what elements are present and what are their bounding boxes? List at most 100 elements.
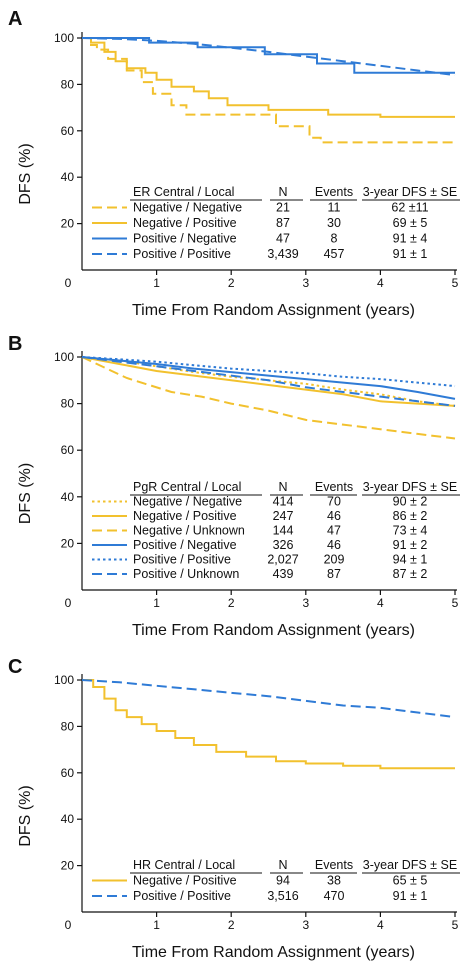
legend-row-n: 21 xyxy=(276,201,290,215)
series-line-6 xyxy=(81,356,456,407)
series-line-4 xyxy=(81,356,456,400)
legend-row-dfs: 65 ± 5 xyxy=(393,874,428,888)
panel-a: A 0 1 2 3 4 5 20 40 60 80 100 Time From Random Assig… xyxy=(8,8,460,319)
y-axis-title: DFS (%) xyxy=(17,785,34,846)
x-tick-label: 5 xyxy=(452,596,459,610)
x-tick-label: 5 xyxy=(452,276,459,290)
legend-header-events: Events xyxy=(315,480,353,494)
legend-row-n: 326 xyxy=(273,538,294,552)
legend-row-n: 247 xyxy=(273,509,294,523)
y-tick-label: 80 xyxy=(61,77,75,91)
legend-row-dfs: 91 ± 4 xyxy=(393,232,428,246)
legend-row-dfs: 91 ± 1 xyxy=(393,247,428,261)
y-tick-label: 20 xyxy=(61,217,75,231)
y-tick-label: 20 xyxy=(61,859,75,873)
x-tick-label: 3 xyxy=(302,596,309,610)
legend-row-n: 94 xyxy=(276,874,290,888)
legend-row-events: 470 xyxy=(324,889,345,903)
legend-row-n: 414 xyxy=(273,495,294,509)
legend-header-n: N xyxy=(278,858,287,872)
y-tick-label: 80 xyxy=(61,719,75,733)
panel-letter: B xyxy=(8,333,22,355)
panel-letter: A xyxy=(8,8,22,30)
x-tick-label: 1 xyxy=(153,918,160,932)
x-tick-label: 5 xyxy=(452,918,459,932)
legend-row-n: 87 xyxy=(276,216,290,230)
panel-c: C 0 1 2 3 4 5 20 40 60 80 100 Time From Random Assig… xyxy=(8,656,460,961)
x-tick-label: 1 xyxy=(153,596,160,610)
y-tick-label: 40 xyxy=(61,812,75,826)
y-tick-label: 40 xyxy=(61,170,75,184)
legend-row-events: 47 xyxy=(327,524,341,538)
legend-row-dfs: 87 ± 2 xyxy=(393,567,428,581)
legend-row-events: 87 xyxy=(327,567,341,581)
y-tick-label: 60 xyxy=(61,124,75,138)
series-line-2 xyxy=(82,37,455,118)
legend-row-label: Positive / Positive xyxy=(133,553,231,567)
legend-header-events: Events xyxy=(315,858,353,872)
legend-row-dfs: 73 ± 4 xyxy=(393,524,428,538)
legend-row-n: 47 xyxy=(276,232,290,246)
y-tick-label: 100 xyxy=(54,350,74,364)
legend-row-dfs: 94 ± 1 xyxy=(393,553,428,567)
legend-header-group: PgR Central / Local xyxy=(133,480,241,494)
y-tick-label: 80 xyxy=(61,397,75,411)
legend-header-n: N xyxy=(278,480,287,494)
y-tick-label: 40 xyxy=(61,490,75,504)
x-tick-label: 2 xyxy=(228,596,235,610)
x-tick-label: 3 xyxy=(302,276,309,290)
x-tick-label: 0 xyxy=(65,918,72,932)
x-tick-label: 2 xyxy=(228,918,235,932)
legend-row-label: Positive / Unknown xyxy=(133,567,239,581)
legend-table: HR Central / Local N Events 3-year DFS ± SE… xyxy=(92,858,460,903)
series-line-1 xyxy=(82,679,455,770)
x-axis-title: Time From Random Assignment (years) xyxy=(132,302,415,319)
series-line-2 xyxy=(81,679,456,719)
legend-row-events: 30 xyxy=(327,216,341,230)
x-tick-label: 4 xyxy=(377,276,384,290)
series-line-2 xyxy=(81,356,456,407)
legend-row-label: Negative / Negative xyxy=(133,201,242,215)
series-line-4 xyxy=(81,37,456,77)
legend-row-label: Negative / Positive xyxy=(133,216,237,230)
x-tick-label: 1 xyxy=(153,276,160,290)
legend-row-n: 2,027 xyxy=(267,553,298,567)
x-tick-label: 4 xyxy=(377,918,384,932)
legend-row-events: 11 xyxy=(328,201,341,215)
x-tick-label: 4 xyxy=(377,596,384,610)
legend-row-events: 457 xyxy=(324,247,345,261)
legend-row-label: Negative / Positive xyxy=(133,874,237,888)
panel-letter: C xyxy=(8,656,22,678)
legend-row-events: 46 xyxy=(327,538,341,552)
legend-row-label: Positive / Positive xyxy=(133,889,231,903)
x-tick-label: 2 xyxy=(228,276,235,290)
x-tick-label: 3 xyxy=(302,918,309,932)
legend-row-label: Negative / Positive xyxy=(133,509,237,523)
legend-row-events: 38 xyxy=(327,874,341,888)
legend-row-label: Positive / Negative xyxy=(133,538,237,552)
legend-header-n: N xyxy=(278,185,287,199)
legend-row-dfs: 69 ± 5 xyxy=(393,216,428,230)
y-tick-label: 100 xyxy=(54,673,74,687)
panel-b: B 0 1 2 3 4 5 20 40 60 80 100 Time From Random Assig… xyxy=(8,333,460,639)
y-tick-label: 20 xyxy=(61,536,75,550)
legend-table: PgR Central / Local N Events 3-year DFS ± S… xyxy=(92,480,460,581)
x-axis-title: Time From Random Assignment (years) xyxy=(132,944,415,961)
y-tick-label: 60 xyxy=(61,766,75,780)
series-line-1 xyxy=(82,37,455,144)
legend-header-group: ER Central / Local xyxy=(133,185,234,199)
y-axis-title: DFS (%) xyxy=(17,463,34,524)
legend-row-n: 3,516 xyxy=(267,889,298,903)
legend-row-events: 8 xyxy=(331,232,338,246)
y-tick-label: 60 xyxy=(61,443,75,457)
y-tick-label: 100 xyxy=(54,31,74,45)
legend-header-dfs: 3-year DFS ± SE xyxy=(363,480,457,494)
legend-header-dfs: 3-year DFS ± SE xyxy=(363,858,457,872)
legend-row-label: Positive / Negative xyxy=(133,232,237,246)
legend-row-dfs: 90 ± 2 xyxy=(393,495,428,509)
legend-row-label: Positive / Positive xyxy=(133,247,231,261)
legend-row-dfs: 91 ± 1 xyxy=(393,889,428,903)
legend-row-label: Negative / Unknown xyxy=(133,524,245,538)
legend-row-n: 144 xyxy=(273,524,294,538)
